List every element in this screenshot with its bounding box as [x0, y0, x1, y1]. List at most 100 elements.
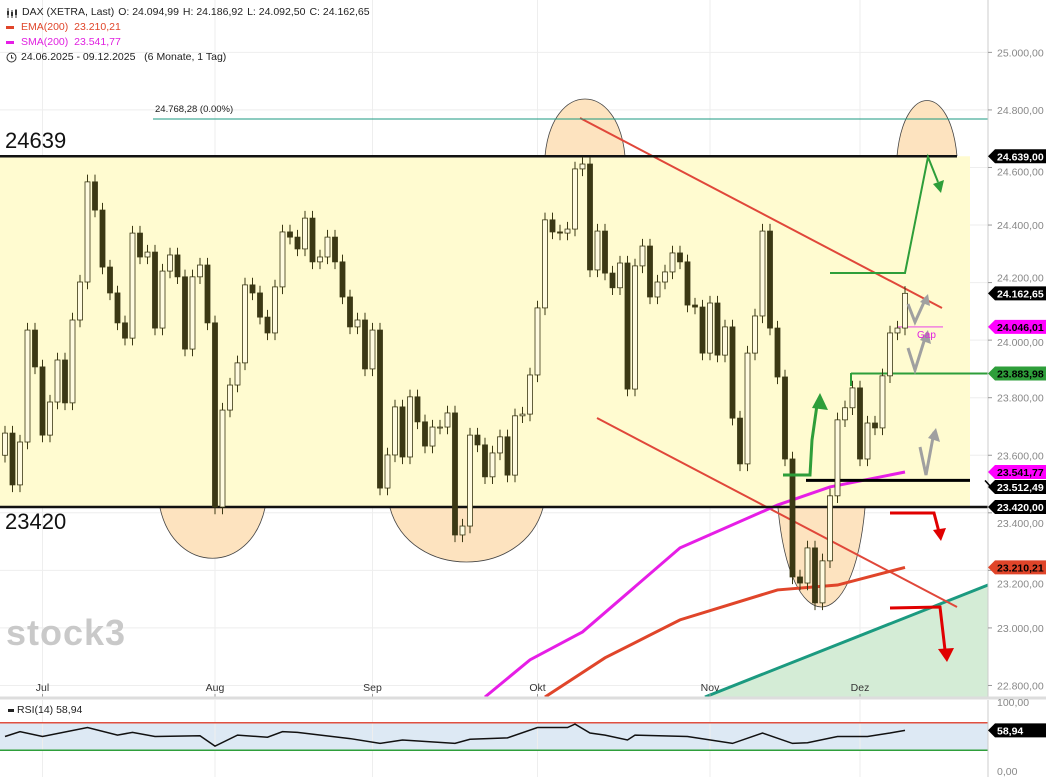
candle: [482, 437, 488, 485]
candle: [707, 295, 713, 361]
candle: [369, 322, 376, 377]
price-axis-bg: [988, 0, 1046, 777]
ema-legend[interactable]: EMA(200) 23.210,21: [21, 21, 121, 33]
candle: [729, 319, 736, 426]
candle: [287, 224, 293, 245]
candle: [617, 255, 623, 295]
candle-body: [482, 444, 488, 478]
candle-body: [137, 232, 143, 258]
rsi-label: RSI(14) 58,94: [17, 704, 83, 716]
candle: [894, 320, 901, 341]
time-axis[interactable]: Jul Aug Sep Okt Nov Dez: [36, 682, 870, 697]
price-axis[interactable]: 25.000,00 24.800,00 24.600,00 24.400,00 24.2…: [988, 47, 1044, 692]
candle: [902, 286, 908, 336]
gray-v-arrow-3: [918, 431, 936, 476]
candle-body: [422, 421, 428, 447]
candle-body: [249, 284, 256, 294]
candle-body: [744, 352, 751, 465]
sma-legend[interactable]: SMA(200) 23.541,77: [21, 36, 121, 48]
candle-body: [32, 329, 38, 368]
candle-body: [92, 181, 98, 211]
candle-body: [227, 384, 233, 411]
candle: [857, 380, 863, 467]
price-tag-bg: [988, 286, 1046, 301]
upper-trendline[interactable]: [579, 117, 943, 309]
candle-body: [774, 327, 781, 378]
candle: [152, 244, 158, 336]
candle: [227, 377, 233, 418]
candle-body: [362, 319, 368, 370]
candle-body: [864, 422, 871, 460]
price-tag: 23.541,77: [988, 465, 1046, 480]
candle: [362, 312, 368, 377]
candle: [804, 540, 811, 591]
candle: [639, 238, 646, 274]
candle: [782, 369, 788, 467]
candle-body: [354, 319, 361, 328]
green-arrowhead-icon: [812, 393, 828, 410]
candle-body: [564, 228, 571, 234]
candle-body: [467, 434, 473, 527]
candle: [624, 255, 631, 397]
candle-body: [489, 452, 496, 478]
price-tag-text: 23.883,98: [997, 369, 1044, 381]
price-tag-text: 24.162,65: [997, 288, 1044, 300]
ema200-line: [544, 565, 906, 699]
price-tick-label: 23.200,00: [997, 578, 1044, 590]
candle: [9, 425, 16, 493]
red-arrow-upper: [890, 511, 941, 533]
candle-body: [399, 406, 406, 458]
candle-body: [692, 304, 698, 308]
chart-legend: DAX (XETRA, Last) O: 24.094,99 H: 24.186…: [6, 5, 370, 65]
candle: [422, 414, 428, 454]
candle: [467, 427, 473, 534]
rsi-line: [4, 723, 906, 748]
candle: [587, 156, 593, 278]
candle: [872, 415, 878, 436]
candle: [527, 367, 533, 422]
rsi-pane[interactable]: 100,00 0,00 58,94: [0, 697, 1046, 777]
candle: [662, 264, 668, 290]
candle: [339, 254, 346, 305]
candle-body: [902, 292, 908, 329]
candle: [2, 425, 8, 463]
month-label: Nov: [701, 682, 720, 694]
price-tag-bg: [988, 500, 1046, 515]
lower-trendline[interactable]: [596, 417, 958, 608]
candle-body: [722, 326, 728, 356]
support-trendline[interactable]: [704, 583, 989, 699]
candle: [219, 402, 226, 515]
candle: [879, 368, 886, 436]
candle-body: [287, 231, 293, 238]
candle-body: [677, 252, 683, 263]
candle-body: [872, 422, 878, 429]
candle: [594, 223, 601, 278]
rsi-legend: RSI(14) 58,94: [8, 704, 82, 716]
candle: [429, 419, 436, 454]
candle-body: [707, 302, 713, 354]
rsi-tick-label: 100,00: [997, 697, 1029, 709]
candle: [197, 257, 203, 285]
date-range[interactable]: 24.06.2025 - 09.12.2025 (6 Monate, 1 Tag…: [21, 51, 227, 63]
candle-body: [167, 254, 173, 272]
candle-body: [279, 231, 286, 288]
candle-body: [887, 332, 893, 377]
candle: [827, 488, 833, 569]
price-tag-bg: [988, 465, 1046, 480]
stock3-logo: stock3: [6, 612, 127, 653]
price-tag: 24.046,01: [988, 319, 1046, 334]
candle: [557, 224, 563, 241]
candle-body: [47, 401, 53, 436]
price-tag-bg: [988, 149, 1046, 164]
candle: [167, 247, 173, 279]
candle-body: [392, 406, 398, 456]
candle-body: [894, 327, 901, 334]
candlestick-icon: [7, 8, 17, 18]
price-tick-label: 24.800,00: [997, 105, 1044, 117]
candle-body: [317, 256, 323, 263]
candle-body: [204, 264, 211, 324]
candle: [714, 295, 721, 363]
candle-body: [324, 236, 331, 258]
candle-body: [587, 163, 593, 271]
